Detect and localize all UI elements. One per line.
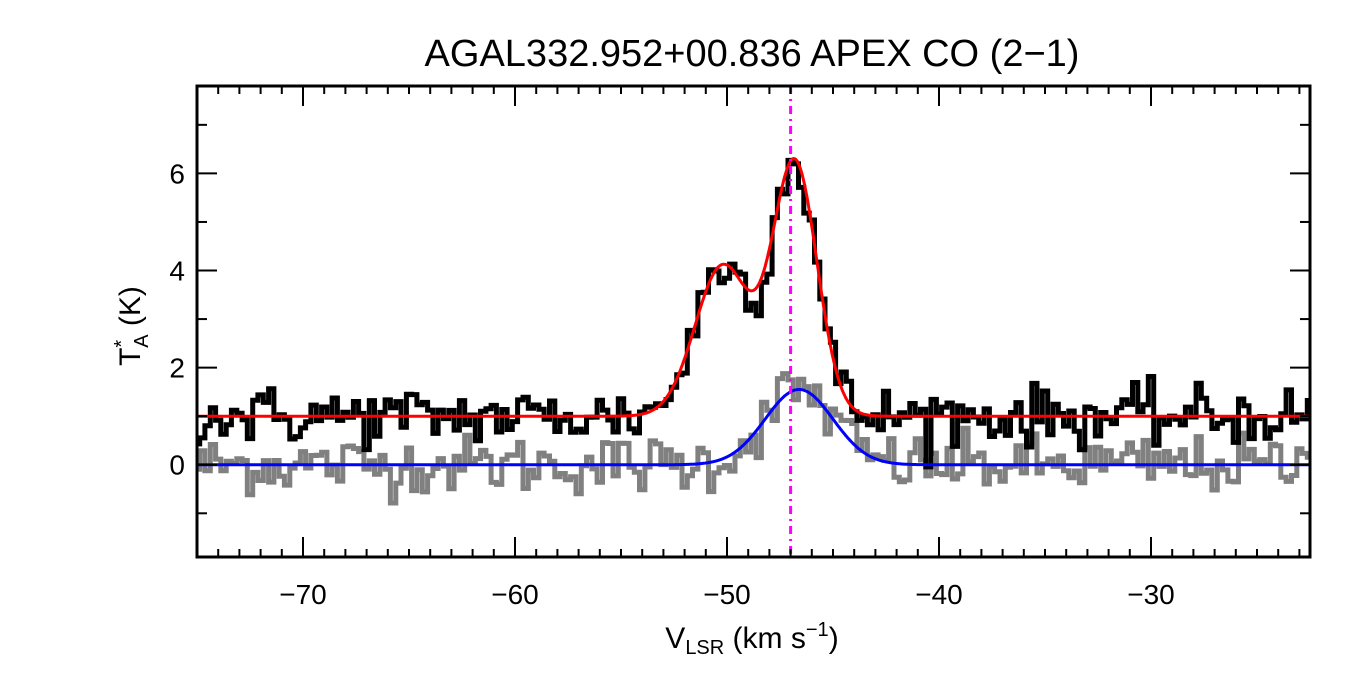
- x-tick-label: −50: [703, 579, 751, 610]
- x-tick-label: −60: [491, 579, 539, 610]
- plot-frame: [195, 84, 1312, 559]
- observed-spectrum: [197, 157, 1310, 470]
- x-tick-labels: −70 −60 −50 −40 −30: [279, 579, 1175, 610]
- residual-spectrum: [197, 371, 1310, 506]
- y-tick-label: 0: [169, 450, 185, 481]
- x-axis-title: VLSR (km s−1): [665, 619, 838, 659]
- axis-ticks: [196, 86, 1310, 557]
- y-tick-label: 6: [169, 158, 185, 189]
- y-tick-label: 2: [169, 353, 185, 384]
- x-tick-label: −30: [1127, 579, 1175, 610]
- x-tick-label: −70: [279, 579, 327, 610]
- gaussian-fit: [197, 156, 1310, 418]
- plot-area: [197, 86, 1310, 557]
- y-axis-title: T*A (K): [111, 286, 153, 366]
- y-tick-labels: 0 2 4 6: [169, 158, 185, 480]
- x-tick-label: −40: [915, 579, 963, 610]
- model-component: [197, 388, 1310, 467]
- y-tick-label: 4: [169, 256, 185, 287]
- chart-title: AGAL332.952+00.836 APEX CO (2−1): [425, 33, 1080, 75]
